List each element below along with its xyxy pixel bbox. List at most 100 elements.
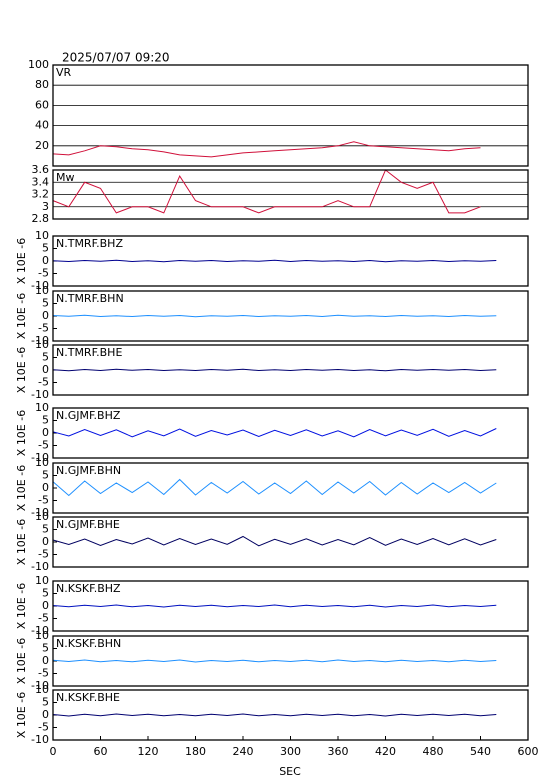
panel-frame bbox=[52, 344, 529, 396]
y-axis-label: X 10E -6 bbox=[15, 638, 28, 684]
y-tick-label: -5 bbox=[38, 548, 49, 561]
y-tick-label: 20 bbox=[35, 139, 49, 152]
y-tick-label: 5 bbox=[42, 414, 49, 427]
panel-label: N.TMRF.BHZ bbox=[56, 237, 123, 250]
panel-frame bbox=[52, 407, 529, 459]
y-tick-label: 5 bbox=[42, 696, 49, 709]
y-tick-label: 0 bbox=[42, 708, 49, 721]
y-tick-label: 0 bbox=[42, 654, 49, 667]
panel-frame bbox=[52, 462, 529, 514]
y-tick-label: -5 bbox=[38, 494, 49, 507]
x-tick-label: 480 bbox=[423, 745, 444, 758]
y-tick-label: 5 bbox=[42, 242, 49, 255]
panel-frame bbox=[52, 580, 529, 632]
x-tick-label: 180 bbox=[185, 745, 206, 758]
y-axis-label: X 10E -6 bbox=[15, 293, 28, 339]
y-axis-label: X 10E -6 bbox=[15, 692, 28, 738]
x-tick-label: 0 bbox=[50, 745, 57, 758]
y-tick-label: 0 bbox=[42, 426, 49, 439]
panel-label: N.GJMF.BHN bbox=[56, 464, 121, 477]
y-tick-label: -5 bbox=[38, 322, 49, 335]
panel-label: VR bbox=[56, 66, 72, 79]
y-axis-label: X 10E -6 bbox=[15, 410, 28, 456]
y-tick-label: -10 bbox=[31, 279, 49, 292]
x-tick-label: 360 bbox=[328, 745, 349, 758]
y-tick-label: -5 bbox=[38, 376, 49, 389]
y-tick-label: 0 bbox=[42, 535, 49, 548]
data-line bbox=[52, 604, 497, 608]
y-tick-label: 100 bbox=[28, 58, 49, 71]
y-tick-label: 5 bbox=[42, 297, 49, 310]
data-line bbox=[52, 535, 497, 547]
data-line bbox=[52, 428, 497, 438]
y-axis-label: X 10E -6 bbox=[15, 347, 28, 393]
chart-title: 2025/07/07 09:20 bbox=[62, 51, 170, 65]
y-tick-label: -10 bbox=[31, 388, 49, 401]
y-tick-label: 0 bbox=[42, 254, 49, 267]
panel-label: Mw bbox=[56, 171, 75, 184]
y-tick-label: 0 bbox=[42, 363, 49, 376]
data-line bbox=[52, 141, 481, 158]
y-tick-label: 5 bbox=[42, 351, 49, 364]
y-tick-label: -10 bbox=[31, 451, 49, 464]
y-tick-label: 10 bbox=[35, 456, 49, 469]
y-tick-label: 10 bbox=[35, 574, 49, 587]
y-tick-label: 10 bbox=[35, 683, 49, 696]
data-line bbox=[52, 169, 481, 214]
data-line bbox=[52, 314, 497, 318]
y-tick-label: 40 bbox=[35, 119, 49, 132]
y-tick-label: 5 bbox=[42, 642, 49, 655]
y-tick-label: -5 bbox=[38, 612, 49, 625]
x-tick-label: 420 bbox=[375, 745, 396, 758]
panel-frame bbox=[52, 235, 529, 287]
data-line bbox=[52, 478, 497, 497]
panel-label: N.TMRF.BHE bbox=[56, 346, 122, 359]
panel-frame bbox=[52, 516, 529, 568]
y-tick-label: -10 bbox=[31, 733, 49, 746]
y-axis-label: X 10E -6 bbox=[15, 238, 28, 284]
panel-label: N.GJMF.BHZ bbox=[56, 409, 121, 422]
x-tick-label: 240 bbox=[233, 745, 254, 758]
panel-label: N.KSKF.BHN bbox=[56, 637, 121, 650]
data-line bbox=[52, 259, 497, 263]
y-tick-label: 5 bbox=[42, 469, 49, 482]
y-tick-label: 10 bbox=[35, 629, 49, 642]
y-tick-label: -5 bbox=[38, 667, 49, 680]
data-line bbox=[52, 659, 497, 663]
y-tick-label: 3.4 bbox=[32, 175, 50, 188]
y-axis-label: X 10E -6 bbox=[15, 465, 28, 511]
y-tick-label: 0 bbox=[42, 309, 49, 322]
y-tick-label: 3.6 bbox=[32, 163, 50, 176]
y-tick-label: 0 bbox=[42, 481, 49, 494]
y-axis-label: X 10E -6 bbox=[15, 519, 28, 565]
data-line bbox=[52, 368, 497, 372]
panel-frame bbox=[52, 64, 529, 167]
y-tick-label: 10 bbox=[35, 284, 49, 297]
y-tick-label: 2.8 bbox=[32, 212, 50, 225]
y-tick-label: -10 bbox=[31, 506, 49, 519]
x-axis-label: SEC bbox=[279, 765, 301, 778]
x-tick-label: 300 bbox=[280, 745, 301, 758]
y-tick-label: -5 bbox=[38, 439, 49, 452]
x-tick-label: 540 bbox=[470, 745, 491, 758]
y-tick-label: 10 bbox=[35, 510, 49, 523]
y-tick-label: -10 bbox=[31, 334, 49, 347]
y-tick-label: 10 bbox=[35, 229, 49, 242]
panel-label: N.KSKF.BHZ bbox=[56, 582, 121, 595]
panel-label: N.GJMF.BHE bbox=[56, 518, 120, 531]
y-axis-label: X 10E -6 bbox=[15, 583, 28, 629]
x-tick-label: 60 bbox=[94, 745, 108, 758]
x-tick-label: 120 bbox=[138, 745, 159, 758]
y-tick-label: 0 bbox=[42, 599, 49, 612]
panel-frame bbox=[52, 169, 529, 220]
y-tick-label: 60 bbox=[35, 98, 49, 111]
x-tick-label: 600 bbox=[518, 745, 539, 758]
data-line bbox=[52, 713, 497, 717]
panel-label: N.KSKF.BHE bbox=[56, 691, 120, 704]
y-tick-label: -10 bbox=[31, 624, 49, 637]
panel-frame bbox=[52, 635, 529, 687]
panel-frame bbox=[52, 290, 529, 342]
y-tick-label: 3 bbox=[42, 200, 49, 213]
y-tick-label: -10 bbox=[31, 679, 49, 692]
